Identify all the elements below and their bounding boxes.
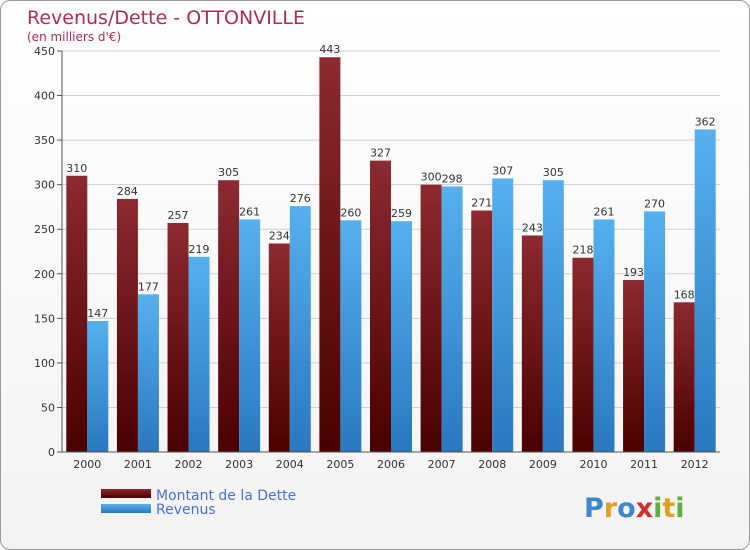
data-label: 261 — [239, 205, 260, 218]
data-label: 257 — [168, 209, 189, 222]
data-label: 307 — [492, 164, 513, 177]
bar-revenus — [137, 294, 159, 452]
data-label: 310 — [66, 162, 87, 175]
y-tick-label: 50 — [41, 401, 55, 414]
x-tick-label: 2001 — [124, 458, 152, 471]
bar-revenus — [391, 221, 412, 452]
data-label: 362 — [695, 115, 716, 128]
legend: Montant de la Dette Revenus — [101, 488, 296, 518]
bar-dette — [268, 243, 290, 452]
x-tick-label: 2011 — [630, 458, 658, 471]
bar-dette — [116, 198, 138, 452]
logo-letter: x — [636, 493, 653, 524]
x-tick-label: 2006 — [377, 458, 405, 471]
x-tick-label: 2002 — [175, 458, 203, 471]
y-tick-label: 450 — [34, 45, 55, 58]
data-label: 271 — [471, 197, 492, 210]
bar-dette — [420, 184, 442, 452]
bar-dette — [319, 57, 341, 452]
bar-revenus — [593, 219, 615, 452]
bar-revenus — [87, 321, 109, 452]
data-label: 261 — [593, 205, 614, 218]
legend-swatch-revenus — [101, 504, 151, 513]
y-tick-label: 350 — [34, 134, 55, 147]
bar-revenus — [188, 256, 210, 452]
chart-title: Revenus/Dette - OTTONVILLE — [27, 7, 305, 29]
bar-dette — [370, 160, 391, 452]
data-label: 219 — [189, 243, 210, 256]
data-label: 284 — [117, 185, 138, 198]
logo-letter: r — [604, 493, 618, 524]
x-tick-label: 2012 — [681, 458, 709, 471]
y-tick-label: 200 — [34, 268, 55, 281]
y-tick-label: 250 — [34, 223, 55, 236]
bar-dette — [167, 222, 189, 452]
data-label: 300 — [421, 171, 442, 184]
bar-revenus — [289, 206, 311, 452]
data-label: 218 — [572, 244, 593, 257]
legend-label-debt: Montant de la Dette — [156, 488, 296, 504]
x-tick-label: 2000 — [73, 458, 101, 471]
bar-revenus — [694, 129, 716, 452]
y-tick-label: 100 — [34, 357, 55, 370]
chart-subtitle: (en milliers d'€) — [27, 30, 121, 44]
data-label: 298 — [442, 172, 463, 185]
x-tick-label: 2004 — [276, 458, 304, 471]
bars: 310 147 284 177 257 219 305 261 234 276 443 260 327 2… — [66, 43, 716, 452]
legend-swatch-debt — [101, 489, 151, 498]
y-tick-label: 0 — [48, 446, 55, 459]
data-label: 305 — [543, 166, 564, 179]
y-axis: 0 50 100 150 200 250 300 350 400 450 — [34, 45, 63, 459]
data-label: 305 — [218, 166, 239, 179]
y-tick-label: 400 — [34, 90, 55, 103]
data-label: 147 — [87, 307, 108, 320]
bar-revenus — [542, 180, 564, 452]
bar-dette — [471, 210, 493, 452]
bar-dette — [66, 175, 88, 452]
bar-dette — [623, 280, 645, 452]
data-label: 260 — [340, 206, 361, 219]
bar-dette — [521, 235, 543, 452]
bar-revenus — [340, 220, 362, 452]
data-label: 177 — [138, 280, 159, 293]
bar-dette — [572, 257, 594, 452]
bar-revenus — [239, 219, 261, 452]
logo-letter: i — [675, 493, 684, 524]
y-tick-label: 150 — [34, 312, 55, 325]
bar-dette — [673, 302, 695, 452]
logo-letter: i — [653, 493, 662, 524]
data-label: 168 — [674, 288, 695, 301]
data-label: 443 — [319, 43, 340, 56]
x-tick-label: 2009 — [529, 458, 557, 471]
bar-revenus — [492, 178, 514, 452]
data-label: 259 — [391, 207, 412, 220]
data-label: 234 — [269, 229, 290, 242]
x-tick-label: 2003 — [225, 458, 253, 471]
x-tick-label: 2010 — [579, 458, 607, 471]
bar-dette — [218, 180, 240, 452]
x-tick-label: 2007 — [428, 458, 456, 471]
proxiti-logo: Proxiti — [584, 493, 685, 524]
data-label: 276 — [290, 192, 311, 205]
logo-letter: o — [617, 493, 636, 524]
legend-label-revenus: Revenus — [156, 502, 216, 518]
bar-revenus — [441, 186, 463, 452]
data-label: 193 — [623, 266, 644, 279]
bar-revenus — [644, 211, 666, 452]
logo-letter: t — [662, 493, 675, 524]
x-axis: 2000 2001 2002 2003 2004 2005 2006 2007 2008 2009… — [62, 451, 720, 471]
data-label: 327 — [370, 147, 391, 160]
data-label: 270 — [644, 197, 665, 210]
y-tick-label: 300 — [34, 179, 55, 192]
logo-letter: P — [584, 493, 604, 524]
data-label: 243 — [522, 221, 543, 234]
x-tick-label: 2005 — [326, 458, 354, 471]
x-tick-label: 2008 — [478, 458, 506, 471]
